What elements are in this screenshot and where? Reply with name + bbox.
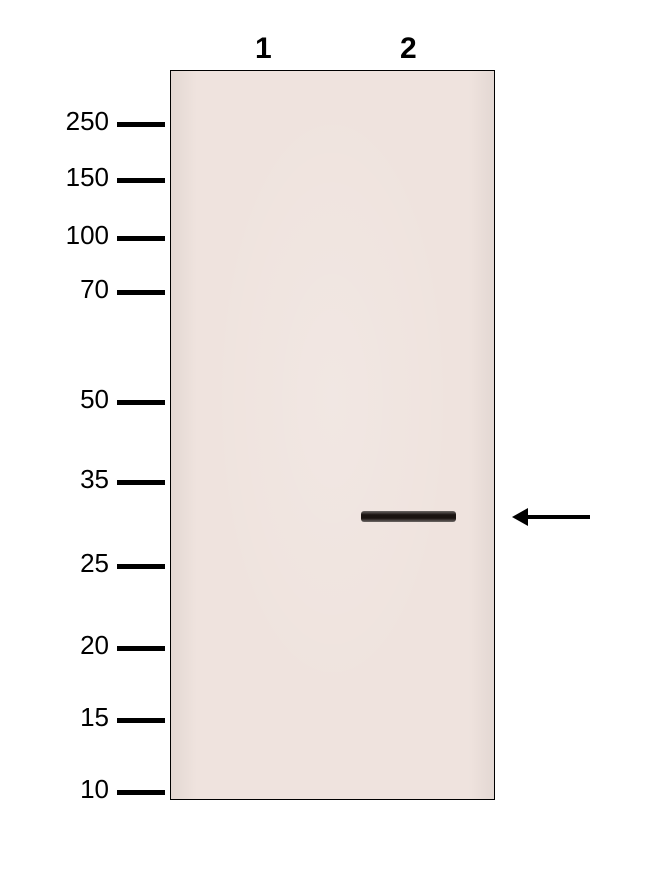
mw-dash-10 — [117, 790, 165, 795]
mw-label-15: 15 — [80, 702, 109, 733]
arrow-shaft — [528, 515, 590, 519]
mw-label-70: 70 — [80, 274, 109, 305]
mw-label-20: 20 — [80, 630, 109, 661]
mw-dash-100 — [117, 236, 165, 241]
blot-background — [171, 71, 494, 799]
mw-label-25: 25 — [80, 548, 109, 579]
figure-canvas: 1 2 250 150 100 70 50 35 25 20 15 10 — [0, 0, 650, 870]
mw-dash-15 — [117, 718, 165, 723]
mw-dash-35 — [117, 480, 165, 485]
mw-dash-150 — [117, 178, 165, 183]
mw-label-10: 10 — [80, 774, 109, 805]
arrow-head-icon — [512, 508, 528, 526]
mw-dash-25 — [117, 564, 165, 569]
mw-label-250: 250 — [66, 106, 109, 137]
lane-label-1: 1 — [255, 32, 272, 66]
lane-label-2: 2 — [400, 32, 417, 66]
mw-dash-50 — [117, 400, 165, 405]
mw-dash-250 — [117, 122, 165, 127]
mw-dash-70 — [117, 290, 165, 295]
mw-label-35: 35 — [80, 464, 109, 495]
band-lane-2 — [361, 511, 456, 522]
mw-dash-20 — [117, 646, 165, 651]
mw-label-150: 150 — [66, 162, 109, 193]
mw-label-50: 50 — [80, 384, 109, 415]
mw-label-100: 100 — [66, 220, 109, 251]
blot-frame — [170, 70, 495, 800]
